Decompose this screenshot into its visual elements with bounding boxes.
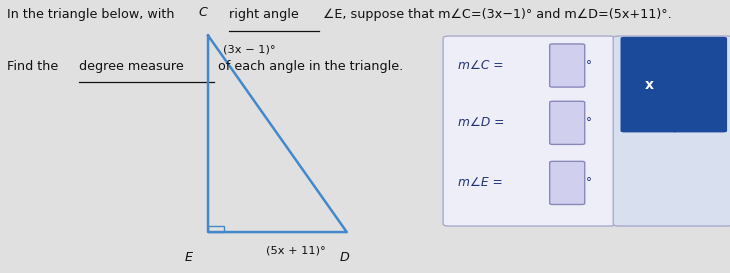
FancyBboxPatch shape [613,36,730,226]
FancyBboxPatch shape [550,161,585,204]
Text: E: E [185,251,192,264]
Bar [208,226,224,232]
Text: In the triangle below, with: In the triangle below, with [7,8,179,21]
Text: degree measure: degree measure [79,60,183,73]
Text: right angle: right angle [228,8,299,21]
Text: x: x [645,78,653,92]
Text: °: ° [586,116,592,129]
Text: C: C [199,6,207,19]
FancyBboxPatch shape [620,37,677,132]
Text: m∠E =: m∠E = [458,176,502,189]
FancyBboxPatch shape [443,36,615,226]
Text: m∠C =: m∠C = [458,59,503,72]
FancyBboxPatch shape [550,101,585,144]
Text: m∠D =: m∠D = [458,116,504,129]
Text: °: ° [586,176,592,189]
Text: (5x + 11)°: (5x + 11)° [266,246,326,256]
Text: of each angle in the triangle.: of each angle in the triangle. [214,60,403,73]
Text: Find the: Find the [7,60,63,73]
Text: °: ° [586,59,592,72]
FancyBboxPatch shape [672,37,727,132]
FancyBboxPatch shape [550,44,585,87]
Text: (3x − 1)°: (3x − 1)° [223,44,275,54]
Text: ∠E, suppose that m∠C=(3x−1)° and m∠D=(5x+11)°.: ∠E, suppose that m∠C=(3x−1)° and m∠D=(5x… [318,8,672,21]
Text: D: D [339,251,350,264]
